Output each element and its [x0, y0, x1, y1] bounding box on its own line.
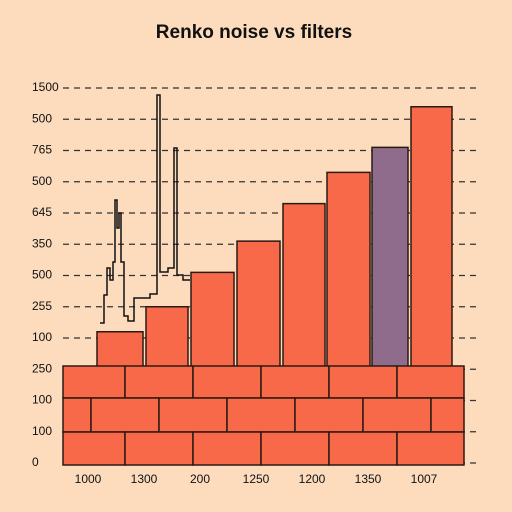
- brick: [260, 431, 330, 466]
- chart-title: Renko noise vs filters: [156, 22, 352, 43]
- y-tick-label: 350: [32, 236, 52, 250]
- brick: [158, 397, 228, 433]
- y-tick-label: 645: [32, 205, 52, 219]
- y-tick-label: 500: [32, 268, 52, 282]
- brick: [328, 365, 398, 399]
- brick: [226, 397, 296, 433]
- brick: [294, 397, 364, 433]
- y-tick-label: 1500: [32, 80, 59, 94]
- labels: 0 100 100 250 100 255 500 350 645 500 765 500 1500 10…: [32, 80, 438, 486]
- y-tick-label: 100: [32, 330, 52, 344]
- brick: [396, 431, 465, 466]
- brick: [430, 397, 465, 433]
- brick-wall: [62, 365, 465, 466]
- y-tick-label: 100: [32, 393, 52, 407]
- brick: [362, 397, 432, 433]
- y-tick-label: 765: [32, 143, 52, 157]
- brick: [90, 397, 160, 433]
- brick: [192, 431, 262, 466]
- brick: [260, 365, 330, 399]
- y-tick-label: 500: [32, 111, 52, 125]
- y-tick-label: 0: [32, 455, 39, 469]
- brick: [62, 397, 92, 433]
- noise-line: [100, 94, 190, 324]
- brick: [192, 365, 262, 399]
- brick: [62, 431, 126, 466]
- brick: [62, 365, 126, 399]
- brick: [396, 365, 465, 399]
- brick: [124, 365, 194, 399]
- x-tick-label: 1200: [299, 472, 326, 486]
- y-tick-label: 100: [32, 424, 52, 438]
- x-tick-label: 1250: [243, 472, 270, 486]
- brick: [124, 431, 194, 466]
- y-tick-label: 500: [32, 174, 52, 188]
- x-tick-label: 1350: [355, 472, 382, 486]
- y-tick-label: 255: [32, 299, 52, 313]
- x-tick-label: 1000: [75, 472, 102, 486]
- x-tick-label: 1300: [131, 472, 158, 486]
- brick: [328, 431, 398, 466]
- x-tick-label: 1007: [411, 472, 438, 486]
- y-tick-label: 250: [32, 361, 52, 375]
- x-tick-label: 200: [190, 472, 210, 486]
